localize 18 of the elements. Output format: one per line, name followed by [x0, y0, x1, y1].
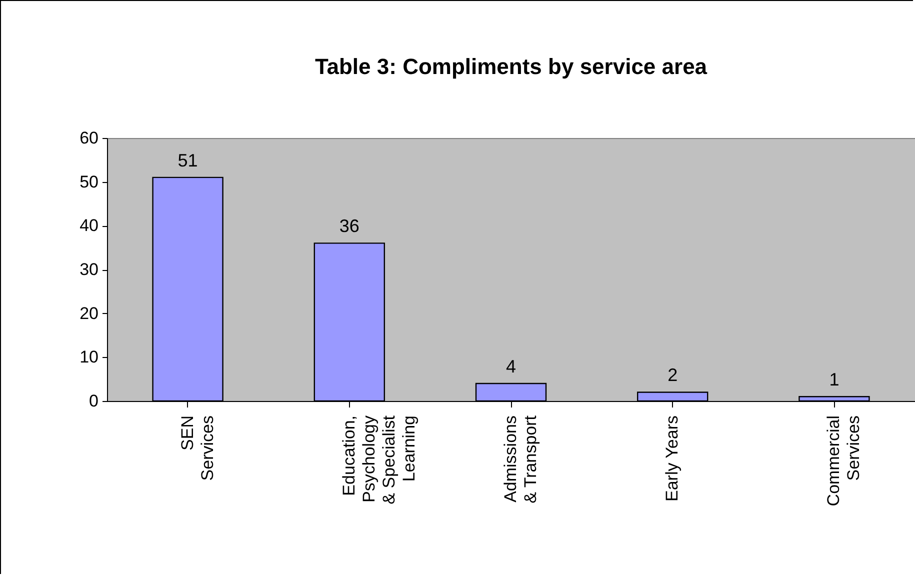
- chart-title: Table 3: Compliments by service area: [314, 54, 708, 79]
- data-label: 2: [668, 365, 678, 386]
- data-label: 1: [829, 370, 840, 390]
- y-tick-label: 60: [80, 128, 98, 148]
- y-tick-label: 0: [89, 392, 98, 410]
- y-tick-label: 20: [80, 304, 98, 323]
- data-label: 36: [339, 216, 360, 236]
- y-tick-label: 50: [80, 172, 98, 192]
- x-tick-label: SEN Services: [178, 416, 217, 481]
- x-tick-label: Education, Psychology & Specialist Learning: [339, 415, 418, 504]
- data-label: 4: [506, 356, 516, 376]
- y-tick-label: 40: [80, 216, 98, 236]
- data-label: 51: [178, 150, 198, 170]
- y-tick-label: 10: [80, 348, 98, 367]
- y-tick-label: 30: [80, 260, 98, 279]
- x-tick-label: Commercial Services: [824, 416, 864, 506]
- x-tick-label: Admissions & Transport: [501, 415, 540, 504]
- x-tick-label: Early Years: [662, 416, 682, 502]
